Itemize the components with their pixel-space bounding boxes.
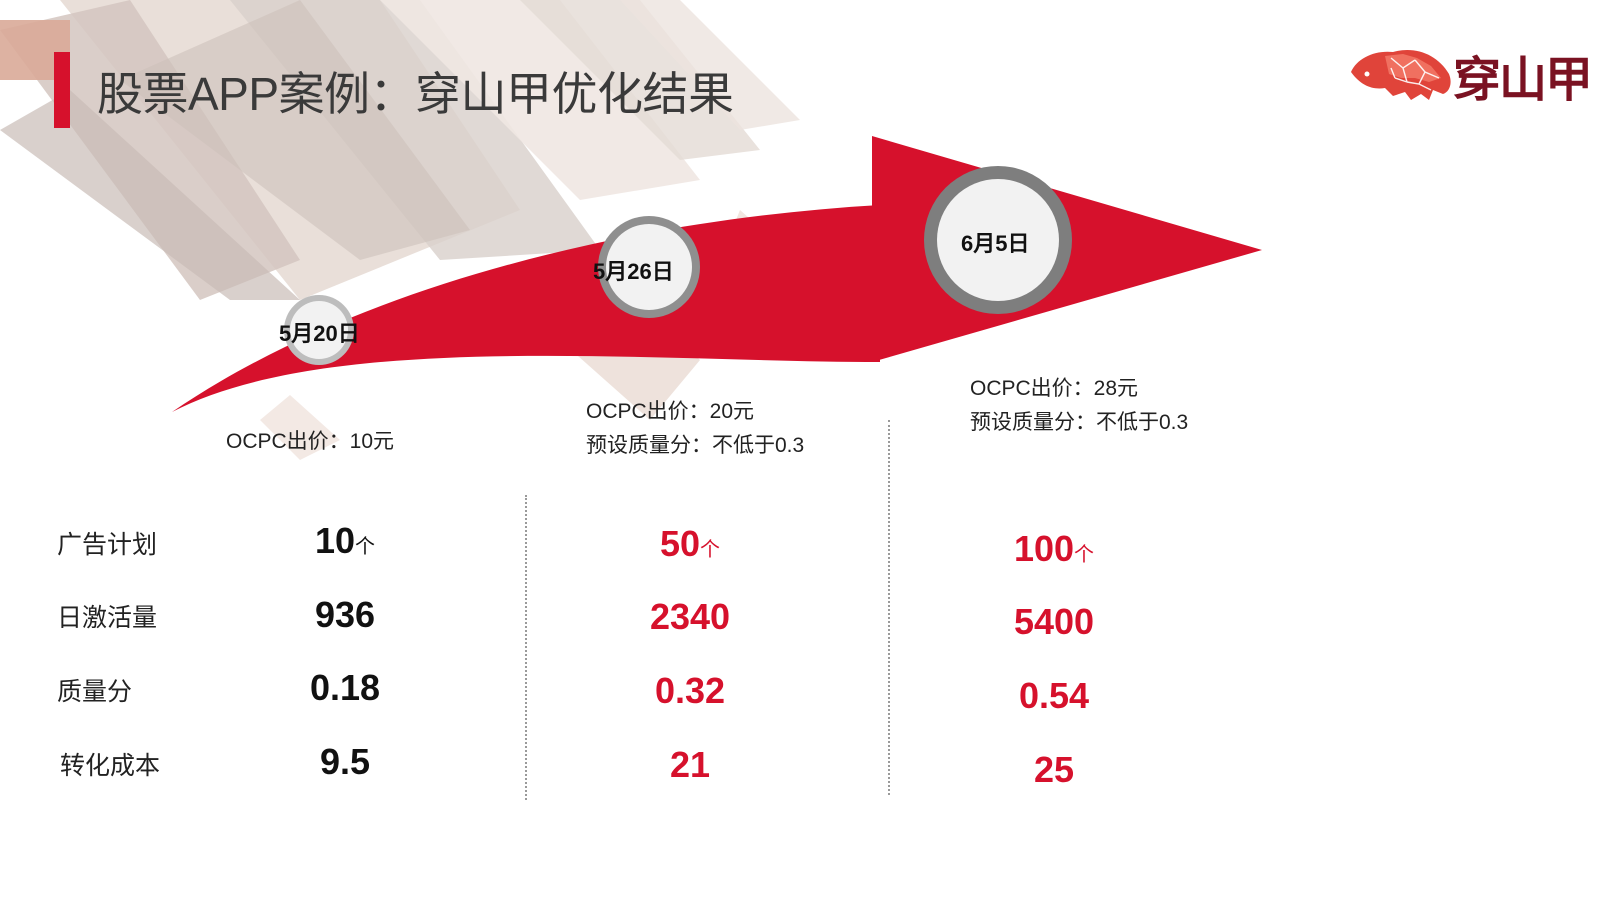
value-plans-col1: 10个	[245, 520, 445, 562]
title-accent-bar	[54, 52, 70, 128]
value-unit: 个	[355, 536, 376, 558]
value-cost-col1: 9.5	[319, 741, 371, 782]
bid-text: OCPC出价：28元	[970, 377, 1139, 400]
value-unit: 个	[700, 539, 721, 561]
milestone-info-2: OCPC出价：20元 预设质量分：不低于0.3	[586, 395, 804, 463]
value-quality-col2: 0.32	[654, 670, 726, 711]
milestone-date-2: 5月26日	[593, 259, 674, 284]
milestone-info-1: OCPC出价：10元	[226, 425, 394, 459]
value-unit: 个	[1074, 544, 1095, 566]
milestone-info-3: OCPC出价：28元 预设质量分：不低于0.3	[970, 372, 1188, 440]
column-divider	[888, 420, 890, 795]
value-number: 10	[314, 520, 356, 561]
pangolin-icon	[1351, 50, 1451, 100]
value-number: 100	[1013, 528, 1075, 569]
metric-label-plans: 广告计划	[57, 531, 158, 559]
bid-text: OCPC出价：10元	[226, 430, 395, 453]
column-divider	[525, 495, 527, 800]
metric-label-quality: 质量分	[57, 678, 133, 706]
milestone-date-3: 6月5日	[961, 231, 1030, 256]
value-plans-col3: 100个	[954, 528, 1154, 570]
metric-label-activations: 日激活量	[57, 604, 158, 632]
quality-preset-text: 预设质量分：不低于0.3	[970, 411, 1189, 434]
page-title: 股票APP案例：穿山甲优化结果	[97, 68, 734, 120]
value-cost-col2: 21	[669, 744, 711, 785]
metric-label-cost: 转化成本	[60, 752, 161, 780]
value-activations-col1: 936	[314, 594, 376, 635]
value-number: 50	[659, 523, 701, 564]
value-cost-col3: 25	[1033, 749, 1075, 790]
bid-text: OCPC出价：20元	[586, 400, 755, 423]
brand-logo: 穿山甲	[1345, 38, 1593, 108]
value-quality-col1: 0.18	[309, 667, 381, 708]
quality-preset-text: 预设质量分：不低于0.3	[586, 434, 805, 457]
value-plans-col2: 50个	[590, 523, 790, 565]
milestone-circles	[284, 166, 1072, 365]
milestone-date-1: 5月20日	[279, 321, 360, 346]
value-quality-col3: 0.54	[1018, 675, 1090, 716]
value-activations-col2: 2340	[649, 596, 731, 637]
value-activations-col3: 5400	[1013, 601, 1095, 642]
logo-text: 穿山甲	[1453, 52, 1593, 108]
